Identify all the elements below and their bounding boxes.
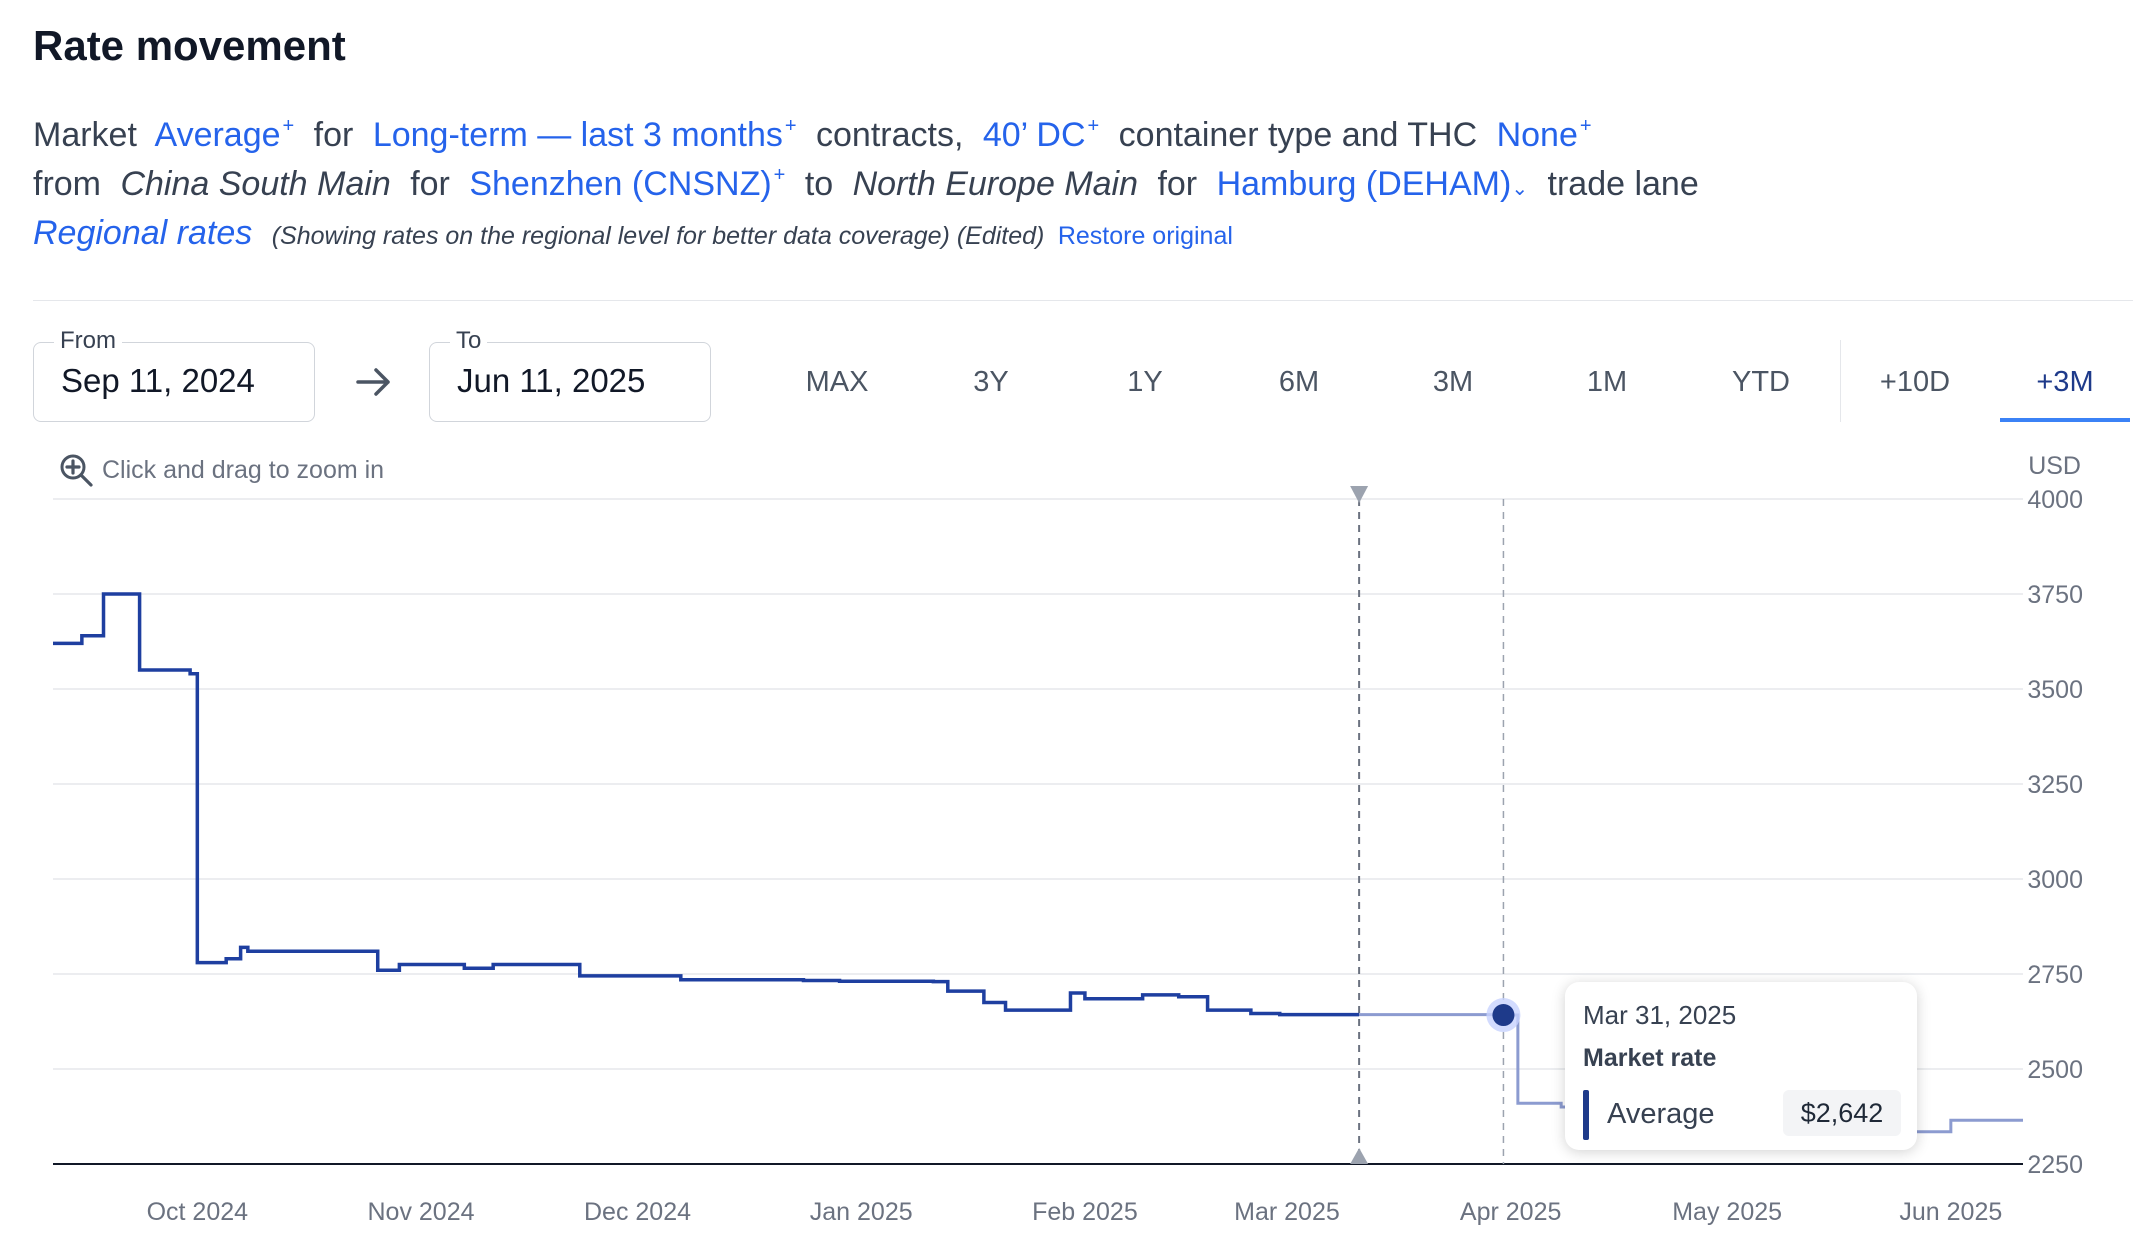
to-date-field[interactable]: To — [429, 327, 711, 422]
x-tick-label: Mar 2025 — [1234, 1198, 1340, 1226]
term-selector[interactable]: Long-term — last 3 months — [372, 116, 783, 154]
regional-rates-link[interactable]: Regional rates — [33, 214, 253, 252]
range-1y-button[interactable]: 1Y — [1127, 365, 1163, 398]
origin-port-selector[interactable]: Shenzhen (CNSNZ) — [469, 165, 772, 203]
from-date-field[interactable]: From — [33, 327, 315, 422]
divider — [33, 300, 2133, 301]
dest-port-selector[interactable]: Hamburg (DEHAM) — [1216, 165, 1512, 203]
today-bottom-marker — [1350, 1148, 1369, 1164]
range-3y-button[interactable]: 3Y — [973, 365, 1009, 398]
average-series-line — [53, 592, 1360, 1017]
chart-tooltip: Mar 31, 2025 Market rate Average $2,642 — [1565, 982, 1917, 1150]
tooltip-label: Market rate — [1583, 1044, 1717, 1072]
zoom-in-icon — [60, 454, 93, 487]
range-6m-button[interactable]: 6M — [1278, 365, 1320, 398]
for-text-2: for — [410, 165, 450, 203]
range-separator — [1840, 340, 1841, 422]
y-tick-label: 3750 — [2027, 581, 2083, 609]
y-tick-label: 3500 — [2027, 676, 2083, 704]
page-title: Rate movement — [33, 22, 346, 69]
zoom-hint: Click and drag to zoom in — [58, 452, 384, 488]
x-tick-label: Dec 2024 — [584, 1198, 691, 1226]
y-tick-label: 2750 — [2027, 961, 2083, 989]
chevron-down-icon[interactable]: ⌄ — [1511, 178, 1529, 200]
x-tick-label: Nov 2024 — [368, 1198, 475, 1226]
description-line-1: Market Average + for Long-term — last 3 m… — [33, 115, 1592, 155]
regional-note: (Showing rates on the regional level for… — [271, 222, 1045, 250]
origin-region: China South Main — [120, 165, 391, 203]
range-plus10d-button[interactable]: +10D — [1879, 365, 1951, 398]
y-tick-label: 2500 — [2027, 1056, 2083, 1084]
range-max-button[interactable]: MAX — [805, 365, 869, 398]
term-plus: + — [784, 115, 797, 137]
to-label: To — [450, 327, 488, 355]
tooltip-series-name: Average — [1607, 1098, 1715, 1130]
y-tick-label: 3000 — [2027, 866, 2083, 894]
container-selector[interactable]: 40’ DC — [982, 116, 1086, 154]
description-line-3: Regional rates (Showing rates on the reg… — [33, 214, 1233, 253]
tooltip-date: Mar 31, 2025 — [1583, 1000, 1737, 1030]
for-text-1: for — [313, 116, 354, 154]
thc-selector[interactable]: None — [1496, 116, 1578, 154]
description-line-2: from China South Main for Shenzhen (CNSN… — [33, 164, 1699, 204]
thc-plus: + — [1579, 115, 1592, 137]
to-text: to — [804, 165, 834, 203]
contracts-text: contracts, — [816, 116, 964, 154]
y-tick-label: 3250 — [2027, 771, 2083, 799]
tooltip-series-color — [1583, 1090, 1589, 1140]
market-label: Market — [33, 116, 137, 154]
y-tick-label: 4000 — [2027, 486, 2083, 514]
from-text: from — [33, 165, 101, 203]
tooltip-value: $2,642 — [1783, 1090, 1901, 1136]
x-tick-label: Oct 2024 — [147, 1198, 249, 1226]
x-tick-label: Jun 2025 — [1899, 1198, 2002, 1226]
container-text: container type and THC — [1118, 116, 1478, 154]
zoom-hint-text: Click and drag to zoom in — [102, 455, 385, 484]
dest-region: North Europe Main — [852, 165, 1138, 203]
restore-original-link[interactable]: Restore original — [1057, 222, 1233, 250]
hover-point — [1492, 1004, 1515, 1027]
for-text-3: for — [1157, 165, 1198, 203]
to-date-input[interactable] — [457, 361, 687, 401]
container-plus: + — [1087, 115, 1100, 137]
range-3m-button[interactable]: 3M — [1432, 365, 1474, 398]
origin-plus: + — [773, 164, 786, 186]
range-ytd-button[interactable]: YTD — [1732, 365, 1790, 398]
x-tick-label: Apr 2025 — [1460, 1198, 1561, 1226]
x-tick-label: Feb 2025 — [1032, 1198, 1138, 1226]
from-label: From — [54, 327, 122, 355]
y-tick-label: 2250 — [2027, 1151, 2083, 1179]
x-tick-label: May 2025 — [1672, 1198, 1782, 1226]
rate-chart[interactable]: 4000 3750 3500 3250 3000 2750 2500 2250 USD Oct 2… — [0, 430, 2148, 1242]
range-plus3m-button[interactable]: +3M — [2000, 340, 2130, 424]
y-axis-unit: USD — [2028, 452, 2081, 480]
from-date-input[interactable] — [61, 361, 291, 401]
market-selector[interactable]: Average — [154, 116, 281, 154]
today-top-marker — [1350, 486, 1369, 503]
trade-lane-text: trade lane — [1547, 165, 1699, 203]
x-tick-label: Jan 2025 — [810, 1198, 913, 1226]
arrow-right-icon — [356, 368, 390, 396]
range-1m-button[interactable]: 1M — [1586, 365, 1628, 398]
market-plus: + — [282, 115, 295, 137]
